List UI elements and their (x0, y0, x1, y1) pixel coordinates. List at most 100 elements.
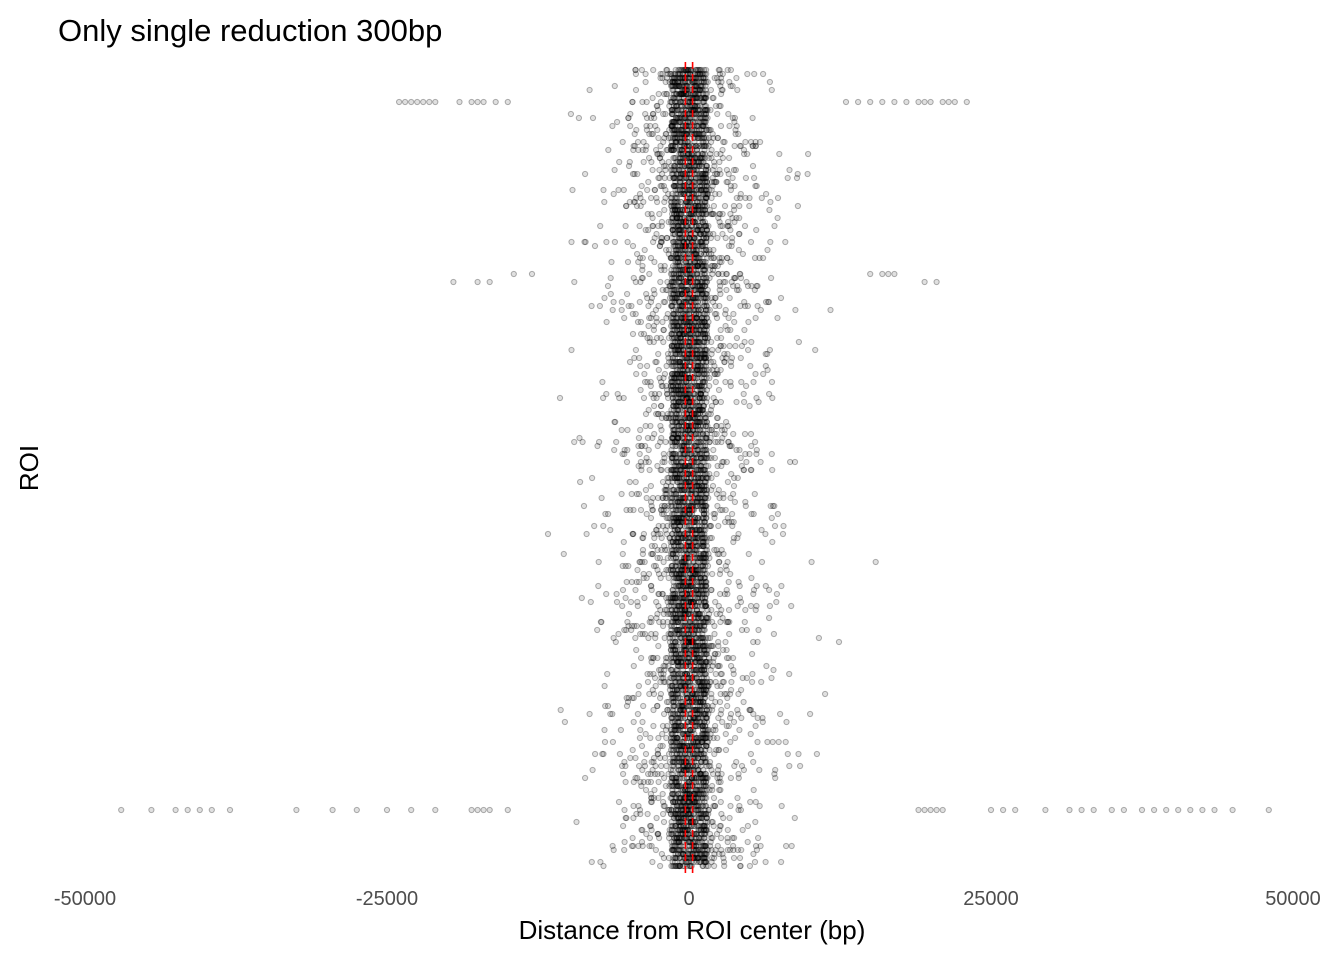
data-point (703, 78, 710, 86)
data-point (598, 494, 605, 502)
data-point (701, 78, 708, 86)
data-point (676, 82, 683, 90)
data-point (696, 106, 704, 114)
data-point (623, 506, 630, 514)
data-point (672, 90, 679, 98)
data-point (697, 86, 704, 94)
data-point (711, 622, 718, 630)
data-point (648, 586, 655, 594)
data-point (747, 466, 755, 474)
data-point (649, 110, 657, 118)
data-point (678, 114, 685, 122)
data-point (636, 298, 643, 306)
data-point (695, 90, 702, 98)
data-point (633, 370, 640, 378)
data-point (704, 106, 711, 114)
data-point (664, 66, 671, 74)
data-point (694, 70, 701, 78)
data-point (793, 174, 801, 182)
data-point (746, 194, 753, 202)
data-point (695, 66, 702, 74)
data-point (668, 82, 676, 90)
data-point (731, 498, 739, 506)
data-point (715, 78, 722, 86)
data-point (607, 526, 614, 534)
data-point (671, 78, 678, 86)
data-point (767, 198, 774, 206)
data-point (657, 142, 664, 150)
data-point (726, 442, 733, 450)
data-point (744, 70, 751, 78)
data-point (642, 78, 649, 86)
data-point (646, 618, 653, 626)
data-point (600, 522, 607, 530)
data-point (724, 478, 732, 486)
data-point (694, 98, 701, 106)
data-point (571, 438, 578, 446)
data-point (697, 94, 704, 102)
data-point (679, 90, 686, 98)
data-point (765, 298, 772, 306)
data-point (678, 66, 685, 74)
data-point (582, 238, 589, 246)
data-point (768, 450, 775, 458)
data-point (702, 106, 709, 114)
data-point (769, 538, 776, 546)
data-point (668, 106, 675, 114)
data-point (795, 338, 803, 346)
data-point (743, 382, 750, 390)
data-point (684, 66, 691, 74)
data-point (625, 114, 632, 122)
data-point (656, 210, 663, 218)
data-point (719, 222, 726, 230)
data-point (751, 254, 759, 262)
data-point (645, 178, 652, 186)
data-point (677, 106, 684, 114)
data-point (653, 102, 660, 110)
data-point (764, 366, 771, 374)
data-point (643, 98, 650, 106)
data-point (670, 74, 678, 82)
data-point (757, 306, 764, 314)
data-point (619, 562, 626, 570)
data-point (654, 198, 661, 206)
data-point (567, 110, 575, 118)
data-point (694, 82, 701, 90)
data-point (586, 86, 593, 94)
data-point (671, 78, 679, 86)
data-point (673, 94, 680, 102)
data-point (662, 438, 669, 446)
data-point (675, 94, 683, 102)
data-point (718, 462, 725, 470)
data-point (708, 534, 715, 542)
data-point (714, 438, 721, 446)
data-point (722, 506, 729, 514)
data-point (713, 470, 720, 478)
data-point (675, 82, 682, 90)
data-point (716, 70, 724, 78)
data-point (750, 510, 757, 518)
data-point (630, 146, 637, 154)
data-point (758, 194, 765, 202)
data-point (692, 102, 699, 110)
data-point (580, 502, 588, 510)
data-point (642, 410, 650, 418)
data-point (673, 90, 680, 98)
data-point (674, 74, 681, 82)
data-point (701, 114, 708, 122)
data-point (741, 618, 748, 626)
data-point (623, 202, 630, 210)
data-point (675, 106, 682, 114)
data-point (674, 106, 681, 114)
data-point (625, 610, 633, 618)
data-point (747, 430, 755, 438)
data-point (768, 86, 775, 94)
data-point (649, 214, 656, 222)
data-point (707, 106, 714, 114)
data-point (703, 90, 710, 98)
data-point (699, 82, 706, 90)
data-point (611, 238, 619, 246)
data-point (638, 330, 645, 338)
data-point (658, 534, 665, 542)
data-point (655, 366, 662, 374)
